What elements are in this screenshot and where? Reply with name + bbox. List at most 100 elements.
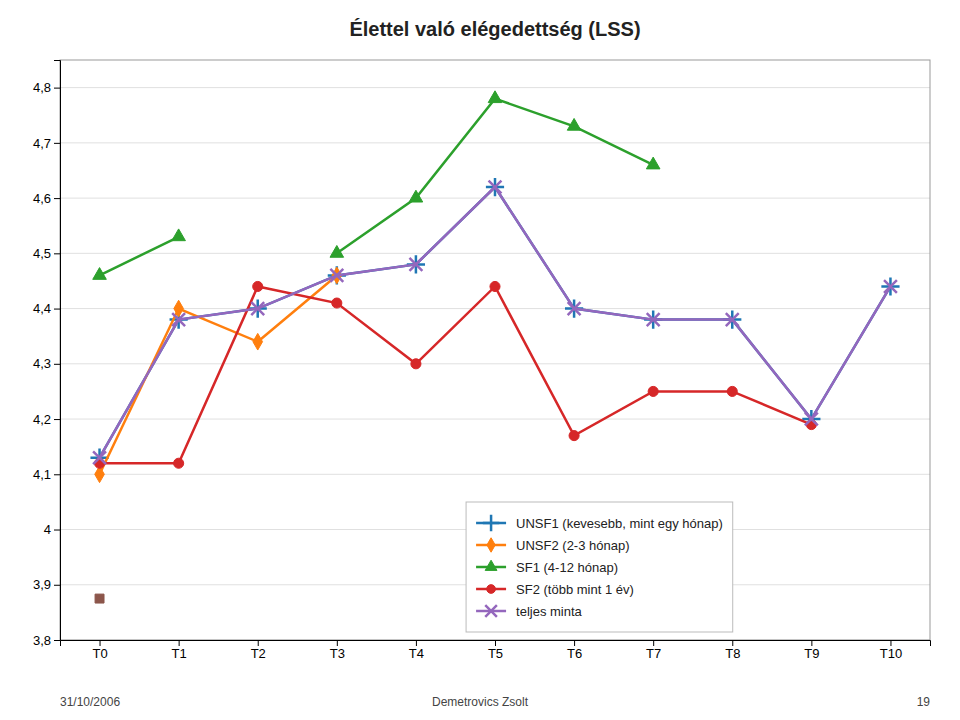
y-tick: 4,8 xyxy=(33,80,60,95)
y-tick-label: 4,7 xyxy=(33,136,51,151)
y-tick: 4,4 xyxy=(33,301,60,316)
legend-item: SF1 (4-12 hónap) xyxy=(476,560,618,575)
x-tick-mark xyxy=(574,640,575,646)
x-tick-mark xyxy=(100,640,101,646)
footer-text: 31/10/2006 xyxy=(60,695,120,709)
marker xyxy=(726,313,739,326)
marker xyxy=(488,91,502,103)
line xyxy=(100,187,891,458)
x-tick-label: T8 xyxy=(725,646,740,661)
y-tick-label: 4,4 xyxy=(33,301,51,316)
legend-marker xyxy=(485,560,497,570)
grid-line xyxy=(60,253,930,254)
plot: 3,83,944,14,24,34,44,54,64,74,8T0T1T2T3T… xyxy=(33,60,931,661)
x-tick-mark xyxy=(495,640,496,646)
legend-label: UNSF1 (kevesebb, mint egy hónap) xyxy=(516,516,723,531)
y-tick-label: 4,8 xyxy=(33,80,51,95)
marker xyxy=(805,413,818,426)
marker xyxy=(251,302,264,315)
marker xyxy=(332,298,342,308)
legend-label: teljes minta xyxy=(516,604,583,619)
x-tick: T6 xyxy=(567,640,582,661)
marker xyxy=(409,258,422,271)
x-tick-label: T9 xyxy=(804,646,819,661)
marker xyxy=(330,245,344,257)
x-tick-mark xyxy=(811,640,812,646)
y-tick-mark xyxy=(54,530,60,531)
y-tick-mark xyxy=(54,309,60,310)
title: Élettel való elégedettség (LSS) xyxy=(349,18,640,40)
series xyxy=(95,594,104,603)
y-tick-label: 4,2 xyxy=(33,412,51,427)
grid-line xyxy=(60,142,930,143)
grid-line xyxy=(60,363,930,364)
y-tick: 4,2 xyxy=(33,412,60,427)
y-axis-line xyxy=(54,61,61,641)
line xyxy=(100,99,654,276)
x-tick-label: T6 xyxy=(567,646,582,661)
marker xyxy=(174,458,184,468)
x-tick-label: T2 xyxy=(251,646,266,661)
y-tick-label: 4,6 xyxy=(33,191,51,206)
marker xyxy=(648,386,658,396)
marker xyxy=(253,281,263,291)
x-tick-label: T3 xyxy=(330,646,345,661)
x-tick: T4 xyxy=(409,640,424,661)
y-tick: 4,5 xyxy=(33,246,60,261)
marker xyxy=(93,268,107,280)
grid-line xyxy=(60,198,930,199)
x-tick: T7 xyxy=(646,640,661,661)
footer-text: Demetrovics Zsolt xyxy=(432,695,529,709)
x-tick: T8 xyxy=(725,640,740,661)
y-tick-label: 4,3 xyxy=(33,356,51,371)
y-tick-label: 3,8 xyxy=(33,633,51,648)
y-tick: 4,6 xyxy=(33,191,60,206)
y-tick-label: 3,9 xyxy=(33,577,51,592)
y-tick-label: 4 xyxy=(44,522,51,537)
marker xyxy=(174,300,184,317)
marker xyxy=(490,281,500,291)
y-axis: 3,8 3,9 4 4,1 4,2 4,3 4,4 4,5 4,6 4,7 4,8 xyxy=(33,61,61,648)
y-tick-mark xyxy=(54,88,60,89)
marker xyxy=(411,359,421,369)
marker xyxy=(172,313,185,326)
marker xyxy=(884,280,897,293)
series xyxy=(94,281,816,468)
marker xyxy=(409,190,423,202)
legend-marker xyxy=(487,538,495,552)
y-tick-mark xyxy=(54,419,60,420)
grid-line xyxy=(60,87,930,88)
x-tick: T5 xyxy=(488,640,503,661)
chart: 3,83,944,14,24,34,44,54,64,74,8T0T1T2T3T… xyxy=(0,0,960,720)
marker xyxy=(486,178,504,196)
x-tick: T1 xyxy=(172,640,187,661)
grid xyxy=(60,88,930,640)
x-tick: T10 xyxy=(880,640,902,661)
x-tick-mark xyxy=(732,640,733,646)
legend: UNSF1 (kevesebb, mint egy hónap) UNSF2 (2… xyxy=(466,502,733,632)
y-tick: 3,8 xyxy=(33,633,60,648)
x-tick-label: T0 xyxy=(92,646,107,661)
legend-marker xyxy=(485,605,497,617)
x-tick-label: T5 xyxy=(488,646,503,661)
y-tick: 4,1 xyxy=(33,467,60,482)
footer-text: 19 xyxy=(917,695,931,709)
x-tick-label: T1 xyxy=(172,646,187,661)
y-tick-mark xyxy=(54,474,60,475)
marker xyxy=(253,333,263,350)
y-tick-mark xyxy=(54,253,60,254)
marker xyxy=(569,431,579,441)
grid-line xyxy=(60,474,930,475)
x-tick-mark xyxy=(416,640,417,646)
x-tick-label: T10 xyxy=(880,646,902,661)
x-tick-mark xyxy=(258,640,259,646)
x-tick-mark xyxy=(179,640,180,646)
legend-label: UNSF2 (2-3 hónap) xyxy=(516,538,629,553)
x-tick: T0 xyxy=(92,640,107,661)
legend-box xyxy=(466,502,733,632)
legend-item: teljes minta xyxy=(476,604,583,619)
legend-label: SF1 (4-12 hónap) xyxy=(516,560,618,575)
x-tick-mark xyxy=(653,640,654,646)
x-axis: T0 T1 T2 T3 T4 T5 T6 T7 T8 T9 T10 xyxy=(61,640,931,661)
y-tick: 4 xyxy=(44,522,60,537)
